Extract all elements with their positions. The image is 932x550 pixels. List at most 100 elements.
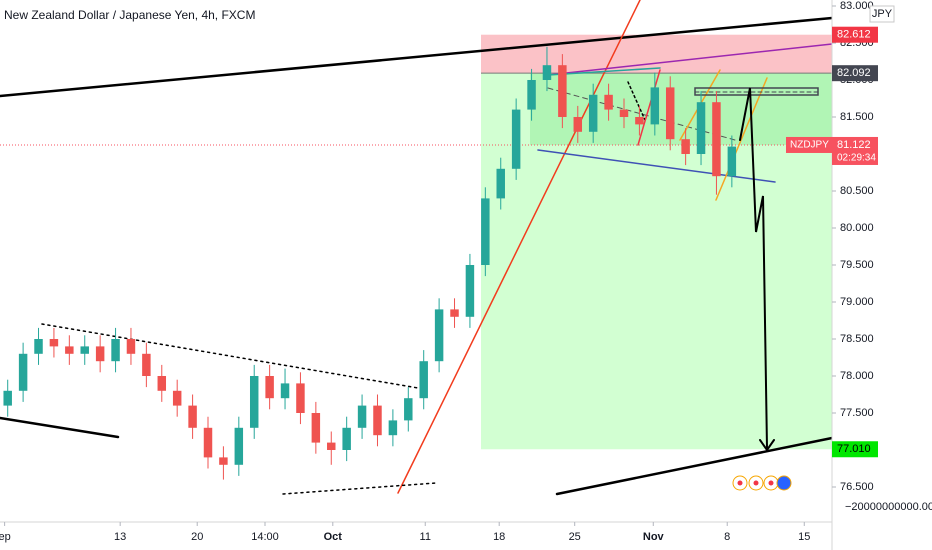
candle-body xyxy=(450,309,459,317)
y-tick-label: 80.500 xyxy=(840,185,874,197)
zones xyxy=(0,34,832,450)
event-icon xyxy=(768,480,774,486)
candle-body xyxy=(573,116,583,132)
trend-line xyxy=(715,77,768,201)
candle-body xyxy=(511,109,521,169)
event-icon xyxy=(776,475,792,491)
candle-body xyxy=(465,264,475,317)
candle-body xyxy=(481,198,490,265)
last-price-label: 81.122 xyxy=(837,139,871,151)
time-axis-bg xyxy=(0,522,832,550)
candle-body xyxy=(126,338,136,354)
candle-body xyxy=(142,353,151,376)
chart-title: New Zealand Dollar / Japanese Yen, 4h, F… xyxy=(4,8,255,22)
x-tick-label: 8 xyxy=(724,531,730,543)
candle-body xyxy=(404,398,413,421)
stop-zone xyxy=(481,34,832,74)
candle-body xyxy=(619,109,629,117)
price-axis-bg xyxy=(832,0,932,550)
candle-body xyxy=(681,139,690,154)
volume-axis-label: −20000000000.000 xyxy=(845,501,932,513)
trend-line xyxy=(555,436,834,496)
x-tick-label: 20 xyxy=(191,531,203,543)
candle-body xyxy=(265,375,274,399)
arrow-head xyxy=(759,439,775,452)
y-tick-label: 76.500 xyxy=(840,481,874,493)
trend-line xyxy=(0,16,834,98)
candle-body xyxy=(604,94,613,110)
candle-body xyxy=(650,87,660,125)
y-tick-label: 83.000 xyxy=(840,0,874,12)
candle-body xyxy=(696,102,706,154)
candle-body xyxy=(357,405,367,428)
candle-body xyxy=(188,405,197,428)
y-tick-label: 77.500 xyxy=(840,407,874,419)
candle-body xyxy=(219,457,228,465)
level-badge xyxy=(832,441,878,458)
candle-body xyxy=(34,338,43,354)
y-tick-label: 78.000 xyxy=(840,370,874,382)
candle-body xyxy=(3,390,12,406)
candle-body xyxy=(727,146,737,177)
candle-body xyxy=(234,427,244,465)
x-tick-label: ep xyxy=(0,531,11,543)
event-icon xyxy=(753,480,759,486)
candle-body xyxy=(665,87,675,140)
level-label: 77.010 xyxy=(837,443,871,455)
candle-body xyxy=(712,102,721,177)
candle-body xyxy=(172,390,182,406)
level-badge xyxy=(832,26,878,43)
axes: 76.50077.00077.50078.00078.50079.00079.5… xyxy=(0,0,878,543)
symbol-badge xyxy=(786,136,832,153)
candle-body xyxy=(558,65,567,117)
x-tick-label: 11 xyxy=(420,531,431,543)
trend-line xyxy=(637,69,661,146)
candle-body xyxy=(18,353,28,391)
last-price-box xyxy=(832,136,878,165)
projection-arrow xyxy=(739,87,768,449)
trend-line xyxy=(0,416,120,439)
event-icon xyxy=(737,480,743,486)
candle-body xyxy=(280,383,290,399)
candle-body xyxy=(527,79,536,110)
candle-body xyxy=(635,116,644,125)
trend-line xyxy=(282,482,437,495)
y-tick-label: 78.500 xyxy=(840,333,874,345)
candle-body xyxy=(434,309,444,362)
candle-body xyxy=(419,361,428,399)
candle-body xyxy=(327,442,336,450)
x-tick-label: Nov xyxy=(643,531,665,543)
candle-body xyxy=(373,405,382,436)
candle-body xyxy=(49,338,59,347)
x-tick-label: 13 xyxy=(114,531,126,543)
candle-body xyxy=(342,427,351,450)
drawings xyxy=(0,0,834,496)
candle-body xyxy=(203,427,213,458)
trend-line xyxy=(41,323,419,389)
x-tick-label: 15 xyxy=(798,531,810,543)
trend-line xyxy=(397,0,641,494)
level-label: 82.612 xyxy=(837,29,871,41)
candle-body xyxy=(95,346,105,362)
level-badge xyxy=(832,65,878,82)
x-tick-label: Oct xyxy=(324,531,343,543)
trend-line xyxy=(547,67,661,76)
event-icons xyxy=(732,475,792,491)
candle-body xyxy=(388,420,398,436)
target-zone xyxy=(481,73,832,450)
candle-body xyxy=(296,383,305,413)
currency-box xyxy=(869,5,895,23)
trend-line xyxy=(627,81,646,121)
candle-body xyxy=(311,412,321,443)
symbol-label: NZDJPY xyxy=(790,140,829,151)
y-tick-label: 79.500 xyxy=(840,259,874,271)
trend-line xyxy=(547,43,833,76)
y-tick-label: 79.000 xyxy=(840,296,874,308)
candle-body xyxy=(65,346,74,354)
x-tick-label: 14:00 xyxy=(251,531,279,543)
x-tick-label: 25 xyxy=(569,531,581,543)
y-tick-label: 81.500 xyxy=(840,111,874,123)
candle-body xyxy=(80,346,89,354)
level-label: 82.092 xyxy=(837,67,871,79)
